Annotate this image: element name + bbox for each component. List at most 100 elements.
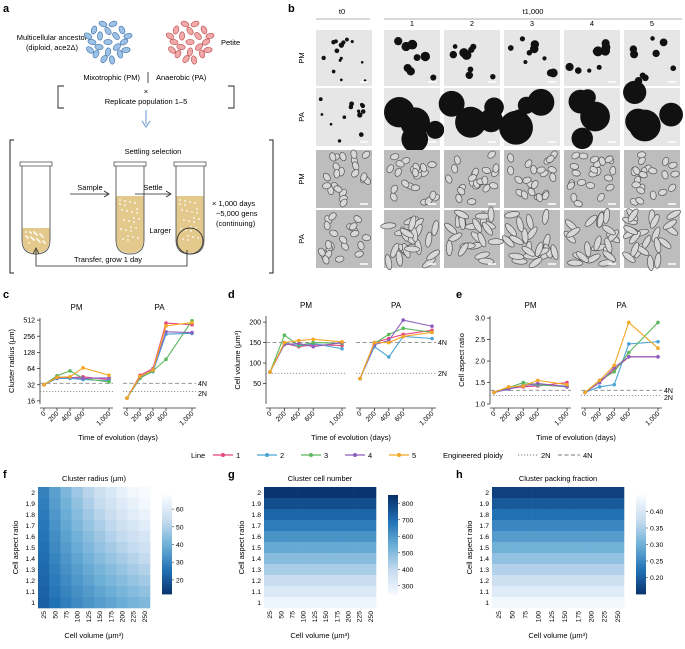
heatmap-cell: [60, 575, 72, 587]
x-tick-label: 1,000: [418, 410, 435, 427]
yeast-cell: [422, 257, 436, 269]
pm-condition-label: Mixotrophic (PM): [83, 73, 140, 82]
colorbar-segment: [162, 584, 172, 587]
heatmap-cell: [127, 498, 140, 510]
heatmap-cell: [264, 520, 276, 532]
heatmap-cell: [94, 586, 106, 598]
colorbar-segment: [636, 527, 646, 531]
micrograph-tile: [564, 150, 620, 208]
yeast-cell: [575, 251, 589, 263]
heatmap-y-tick-label: 2: [485, 490, 489, 497]
heatmap-cell: [331, 531, 343, 543]
heatmap-cell: [138, 531, 151, 543]
legend-label-2: 2: [280, 451, 284, 460]
heatmap-cell: [264, 586, 276, 598]
yeast-cell: [325, 240, 332, 250]
colorbar-tick-label: 400: [402, 567, 414, 574]
legend-label-5: 5: [412, 451, 416, 460]
ancestor-cell: [100, 54, 108, 64]
data-point-pa-5: [372, 340, 377, 345]
data-point-pa-3: [656, 320, 660, 325]
heatmap-cell: [308, 498, 321, 510]
legend-line-title: Line: [191, 451, 205, 460]
sample-label: Sample: [77, 183, 102, 192]
heatmap-cell: [597, 531, 612, 543]
yeast-cell: [390, 184, 398, 194]
first-cell-dot: [36, 238, 38, 240]
micrograph-column-headers: 1 2 3 4 5: [410, 19, 654, 28]
data-point-pa-5: [583, 390, 587, 395]
yeast-cell: [603, 174, 613, 182]
heatmap-cell: [49, 553, 61, 565]
panel-b-micrographs: t0 t1,000 1 2 3 4 5 PM PA PM PA: [297, 7, 683, 271]
cluster-blob: [350, 40, 354, 44]
heatmap-cell: [264, 575, 276, 587]
yeast-cell: [350, 230, 360, 238]
cluster-blob: [348, 104, 354, 110]
yeast-cell: [350, 149, 358, 159]
heatmap-cell: [38, 586, 50, 598]
data-point-pm-5: [506, 385, 511, 389]
heatmap-x-tick-label: 175: [575, 611, 582, 623]
yeast-cell: [454, 209, 469, 220]
third-cell-dot: [192, 236, 194, 238]
cluster-blob: [574, 67, 582, 74]
heatmap-cell: [105, 575, 117, 587]
heatmap-cell: [518, 575, 532, 587]
heatmap-y-tick-label: 1.2: [480, 578, 490, 585]
yeast-cell: [492, 163, 500, 173]
x-tick-label: 400: [289, 410, 302, 423]
colorbar-segment: [636, 497, 646, 501]
data-point-pm-5: [297, 338, 301, 343]
yeast-cell: [481, 175, 489, 186]
colorbar-segment: [636, 517, 646, 521]
ancestor-title: Multicellular ancestor: [17, 33, 88, 42]
data-point-pa-2: [612, 382, 616, 387]
heatmap-cell: [138, 509, 151, 521]
heatmap-cell: [331, 586, 343, 598]
heatmap-cell: [597, 520, 612, 532]
yeast-cell: [408, 215, 417, 232]
heatmap-cell: [342, 520, 354, 532]
data-point-pa-4: [190, 330, 194, 335]
heatmap-cell: [353, 487, 366, 499]
flow-arrow-head: [141, 120, 151, 129]
heatmap-cell: [364, 553, 377, 565]
heatmap-y-tick-label: 1.3: [252, 567, 262, 574]
cluster-blob: [329, 122, 333, 126]
colorbar-segment: [162, 534, 172, 538]
yeast-cell: [395, 250, 403, 267]
colorbar-segment: [636, 569, 646, 573]
data-point-pa-5: [358, 376, 362, 381]
data-point-pm-5: [536, 378, 540, 383]
third-cell-dot: [179, 199, 181, 201]
second-cell-dot: [129, 201, 131, 203]
heatmap-cell: [105, 498, 117, 510]
heatmap-cell: [116, 520, 128, 532]
colorbar-segment: [388, 581, 398, 585]
transfer-arrow-head: [32, 247, 40, 255]
yeast-cell: [547, 166, 557, 174]
colorbar-segment: [388, 546, 398, 550]
heatmap-cell: [558, 564, 572, 576]
heatmap-cell: [364, 509, 377, 521]
heatmap-cell: [308, 542, 321, 554]
heatmap-cell: [584, 586, 598, 598]
cluster-blob: [659, 38, 668, 47]
yeast-cell: [662, 156, 670, 166]
heatmap-x-tick-label: 50: [509, 611, 516, 619]
yeast-cell: [525, 213, 534, 230]
yeast-cell: [335, 255, 345, 263]
colorbar-segment: [388, 524, 398, 528]
third-cell-dot: [188, 220, 190, 222]
heatmap-cell: [342, 542, 354, 554]
cluster-blob: [344, 37, 349, 42]
yeast-cell: [357, 241, 365, 251]
heatmap-cell: [116, 498, 128, 510]
legend-4n-label: 4N: [583, 451, 593, 460]
heatmap-cell: [597, 509, 612, 521]
heatmap-cell: [275, 575, 287, 587]
first-cell-dot: [28, 242, 30, 244]
heatmap-cell: [38, 520, 50, 532]
heatmap-cell: [138, 564, 151, 576]
